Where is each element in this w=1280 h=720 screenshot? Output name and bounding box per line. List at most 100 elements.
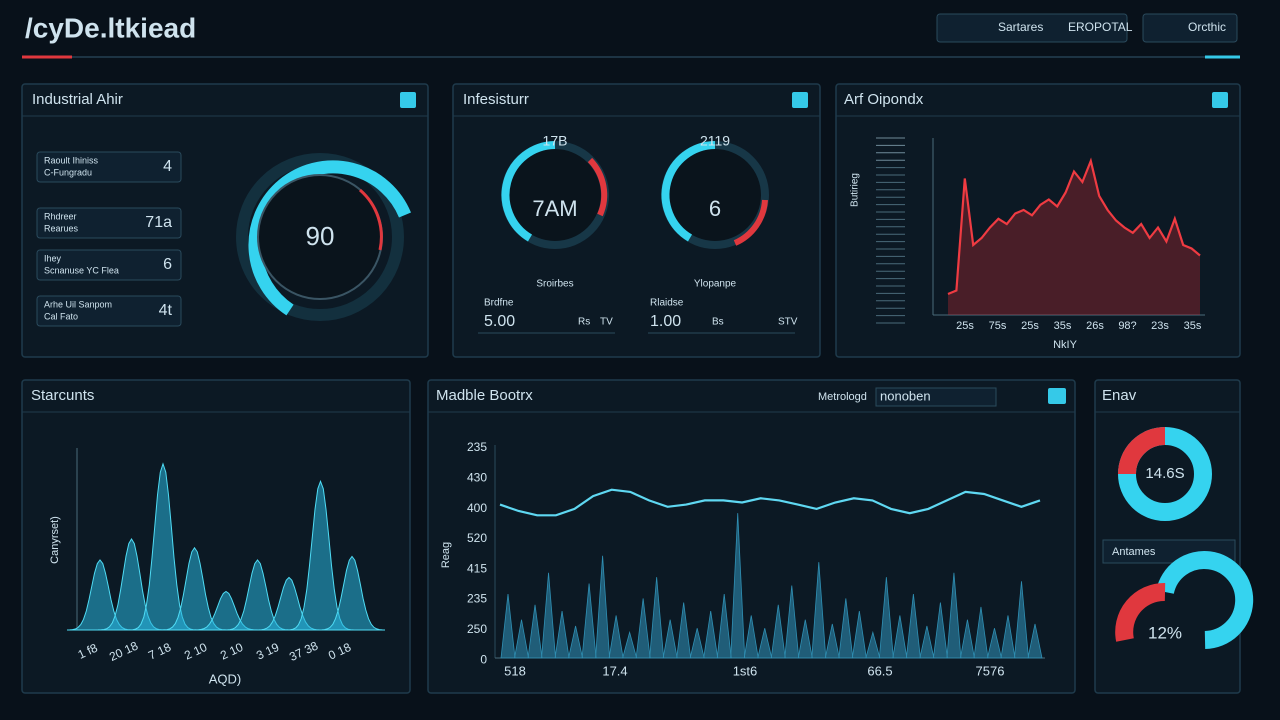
section-label: Antames xyxy=(1112,546,1156,558)
x-tick-label: 25s xyxy=(1021,320,1039,332)
spike xyxy=(797,619,813,659)
panel-title: Infesisturr xyxy=(463,91,529,108)
spike xyxy=(986,628,1002,659)
spike xyxy=(1014,581,1029,659)
spike xyxy=(932,602,948,659)
env-donuts xyxy=(1102,427,1254,649)
axis-label: Reag xyxy=(440,542,452,568)
gauge-track xyxy=(236,153,404,321)
spike xyxy=(743,615,759,659)
x-tick-label: 7576 xyxy=(976,663,1005,678)
area xyxy=(948,161,1200,315)
line xyxy=(947,157,1201,296)
gauge-value: 6 xyxy=(709,196,721,221)
y-tick-label: 0 xyxy=(480,652,487,666)
spike xyxy=(946,572,962,659)
panel-icons xyxy=(400,92,1228,404)
spike xyxy=(581,583,597,659)
action-button[interactable] xyxy=(1142,13,1238,43)
spike xyxy=(730,513,746,659)
spike xyxy=(500,594,516,659)
y-tick-label: 250 xyxy=(467,622,487,636)
spike xyxy=(514,619,529,659)
spike xyxy=(1027,623,1043,659)
peak xyxy=(318,555,386,631)
x-tick-label: 35s xyxy=(1054,320,1072,332)
spike xyxy=(622,630,638,659)
metric-sub: Rearues xyxy=(44,223,79,233)
spike xyxy=(568,625,584,659)
action-button[interactable] xyxy=(936,13,1128,43)
x-tick-label: 26s xyxy=(1086,320,1104,332)
readout-value: 1.00 xyxy=(650,313,681,330)
spike xyxy=(892,615,908,659)
spike xyxy=(865,630,881,659)
app-title: /cyDe.ltkiead xyxy=(25,12,196,43)
spike xyxy=(851,611,867,659)
spike xyxy=(959,619,975,659)
donut-value: 12% xyxy=(1148,623,1182,642)
gauge-arc xyxy=(248,160,411,316)
panel-title: Starcunts xyxy=(31,387,94,404)
spike xyxy=(784,585,800,659)
spike xyxy=(595,555,611,659)
spike xyxy=(662,619,678,659)
metric-label: Raoult Ihiniss xyxy=(44,155,99,165)
spike xyxy=(973,606,989,659)
x-tick-label: 35s xyxy=(1184,320,1202,332)
readout-label: Brdfne xyxy=(484,298,514,309)
spike xyxy=(635,598,651,659)
x-tick-label: 17.4 xyxy=(602,663,627,678)
infra-gauges xyxy=(478,141,795,334)
metric-sub: Cal Fato xyxy=(44,311,78,321)
readout-label: Rlaidse xyxy=(650,298,684,309)
metric-box xyxy=(36,207,182,239)
gauge-top: 17B xyxy=(543,133,568,149)
x-tick-label: 23s xyxy=(1151,320,1169,332)
scale-ladder xyxy=(876,137,905,324)
filter-label: Metrologd xyxy=(818,391,867,403)
gauge-value: 7AM xyxy=(532,196,577,221)
spike xyxy=(1000,615,1016,659)
spike xyxy=(838,598,854,659)
axis-label: AQD) xyxy=(209,671,242,686)
action-label: Sartares xyxy=(998,20,1043,34)
metric-value: 4t xyxy=(159,302,173,319)
metric-value: 71a xyxy=(145,214,172,231)
metric-label: Rhdreer xyxy=(44,211,77,221)
x-tick-label: 66.5 xyxy=(867,663,892,678)
axis-label: Butirieg xyxy=(850,173,861,207)
metric-sub: Scnanuse YC Flea xyxy=(44,265,119,275)
y-tick-label: 400 xyxy=(467,501,487,515)
gauge-caption: Sroirbes xyxy=(536,279,573,290)
panel-header-rules xyxy=(22,115,1240,413)
spike xyxy=(878,577,894,659)
panel-title: Industrial Ahir xyxy=(32,91,123,108)
line xyxy=(499,488,1041,517)
filter-box[interactable] xyxy=(875,387,997,407)
readout-unit: Bs xyxy=(712,317,724,328)
spike xyxy=(676,602,692,659)
axis-label: NkIY xyxy=(1053,339,1078,351)
readout-unit: STV xyxy=(778,317,798,328)
panel-title: Enav xyxy=(1102,387,1137,404)
spike xyxy=(905,594,921,659)
action-label: EROPOTAL xyxy=(1068,20,1133,34)
gauge-caption: Ylopanpe xyxy=(694,279,737,290)
gauge-value: 90 xyxy=(306,221,335,251)
spike xyxy=(770,604,786,659)
y-tick-label: 415 xyxy=(467,561,487,575)
spike xyxy=(824,623,840,659)
axis-label: Canyrset) xyxy=(49,516,61,564)
y-tick-label: 235 xyxy=(467,592,487,606)
spike xyxy=(919,625,935,659)
spike xyxy=(716,594,732,659)
spike xyxy=(554,611,570,659)
metric-box xyxy=(36,249,182,281)
filter-value: nonoben xyxy=(880,388,931,403)
x-tick-label: 518 xyxy=(504,663,526,678)
metric-sub: C-Fungradu xyxy=(44,167,92,177)
panel-title: Arf Oipondx xyxy=(844,91,924,108)
spike xyxy=(811,562,827,659)
